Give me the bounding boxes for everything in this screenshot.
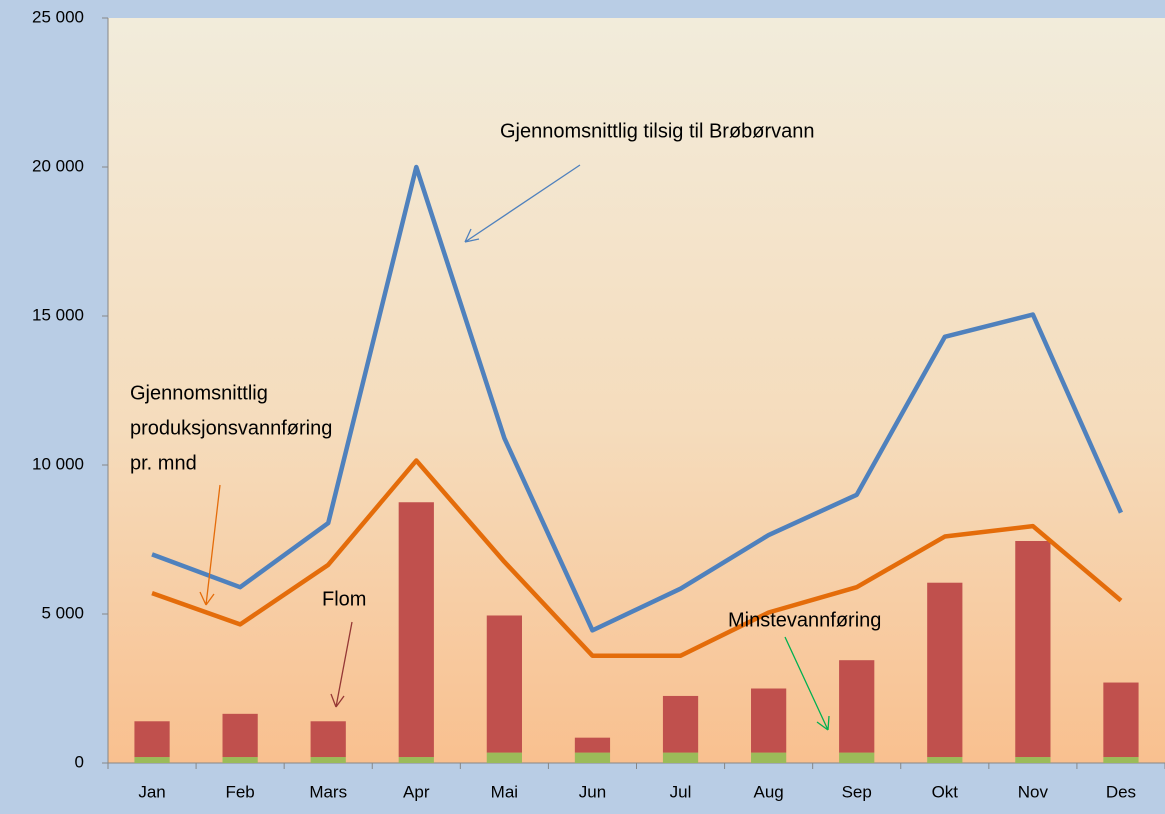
y-tick-label: 15 000 bbox=[32, 305, 84, 324]
x-tick-label: Mars bbox=[309, 782, 347, 801]
x-tick-label: Sep bbox=[842, 782, 872, 801]
x-tick-label: Nov bbox=[1018, 782, 1049, 801]
bar bbox=[751, 752, 787, 763]
bar bbox=[222, 757, 258, 763]
bar bbox=[222, 713, 258, 758]
line bbox=[151, 458, 1123, 658]
annotation: Gjennomsnittlig tilsig til Brøbørvann bbox=[500, 120, 815, 142]
x-tick-label: Jun bbox=[579, 782, 606, 801]
arrow bbox=[199, 484, 221, 606]
bar bbox=[751, 688, 787, 753]
line bbox=[151, 164, 1124, 633]
arrow bbox=[784, 636, 830, 731]
x-tick-label: Feb bbox=[225, 782, 254, 801]
bar bbox=[1103, 682, 1139, 758]
arrows bbox=[199, 164, 830, 731]
x-tick-label: Apr bbox=[403, 782, 430, 801]
arrow bbox=[464, 164, 581, 243]
bar bbox=[839, 752, 875, 763]
x-tick-label: Des bbox=[1106, 782, 1136, 801]
bar bbox=[927, 757, 963, 763]
plot-area bbox=[108, 18, 1165, 763]
y-tick-label: 25 000 bbox=[32, 7, 84, 26]
x-tick-label: Aug bbox=[754, 782, 784, 801]
bar bbox=[1015, 540, 1051, 758]
x-tick-label: Mai bbox=[491, 782, 518, 801]
y-tick-label: 5 000 bbox=[41, 603, 84, 622]
bar bbox=[398, 757, 434, 763]
bar bbox=[310, 721, 346, 758]
bar bbox=[1103, 757, 1139, 763]
y-tick-label: 20 000 bbox=[32, 156, 84, 175]
bar bbox=[662, 752, 699, 763]
bar bbox=[134, 757, 170, 763]
annotation: Flom bbox=[322, 588, 366, 610]
x-tick-label: Okt bbox=[932, 782, 959, 801]
annotation: produksjonsvannføring bbox=[130, 417, 332, 439]
bar bbox=[398, 502, 434, 758]
bar bbox=[927, 582, 963, 758]
bar bbox=[839, 660, 875, 753]
bar bbox=[574, 737, 611, 753]
x-tick-label: Jan bbox=[138, 782, 165, 801]
bar bbox=[134, 721, 170, 758]
y-tick-label: 10 000 bbox=[32, 454, 84, 473]
bar bbox=[1015, 757, 1051, 763]
bar bbox=[574, 752, 611, 763]
y-tick-label: 0 bbox=[75, 752, 84, 771]
annotation: Minstevannføring bbox=[728, 609, 881, 631]
bar bbox=[486, 752, 522, 763]
arrow bbox=[330, 621, 353, 708]
bar bbox=[662, 695, 699, 753]
bar bbox=[310, 757, 346, 763]
bar bbox=[486, 615, 522, 753]
x-tick-label: Jul bbox=[670, 782, 692, 801]
annotation: Gjennomsnittlig bbox=[130, 382, 268, 404]
annotation: pr. mnd bbox=[130, 452, 197, 474]
